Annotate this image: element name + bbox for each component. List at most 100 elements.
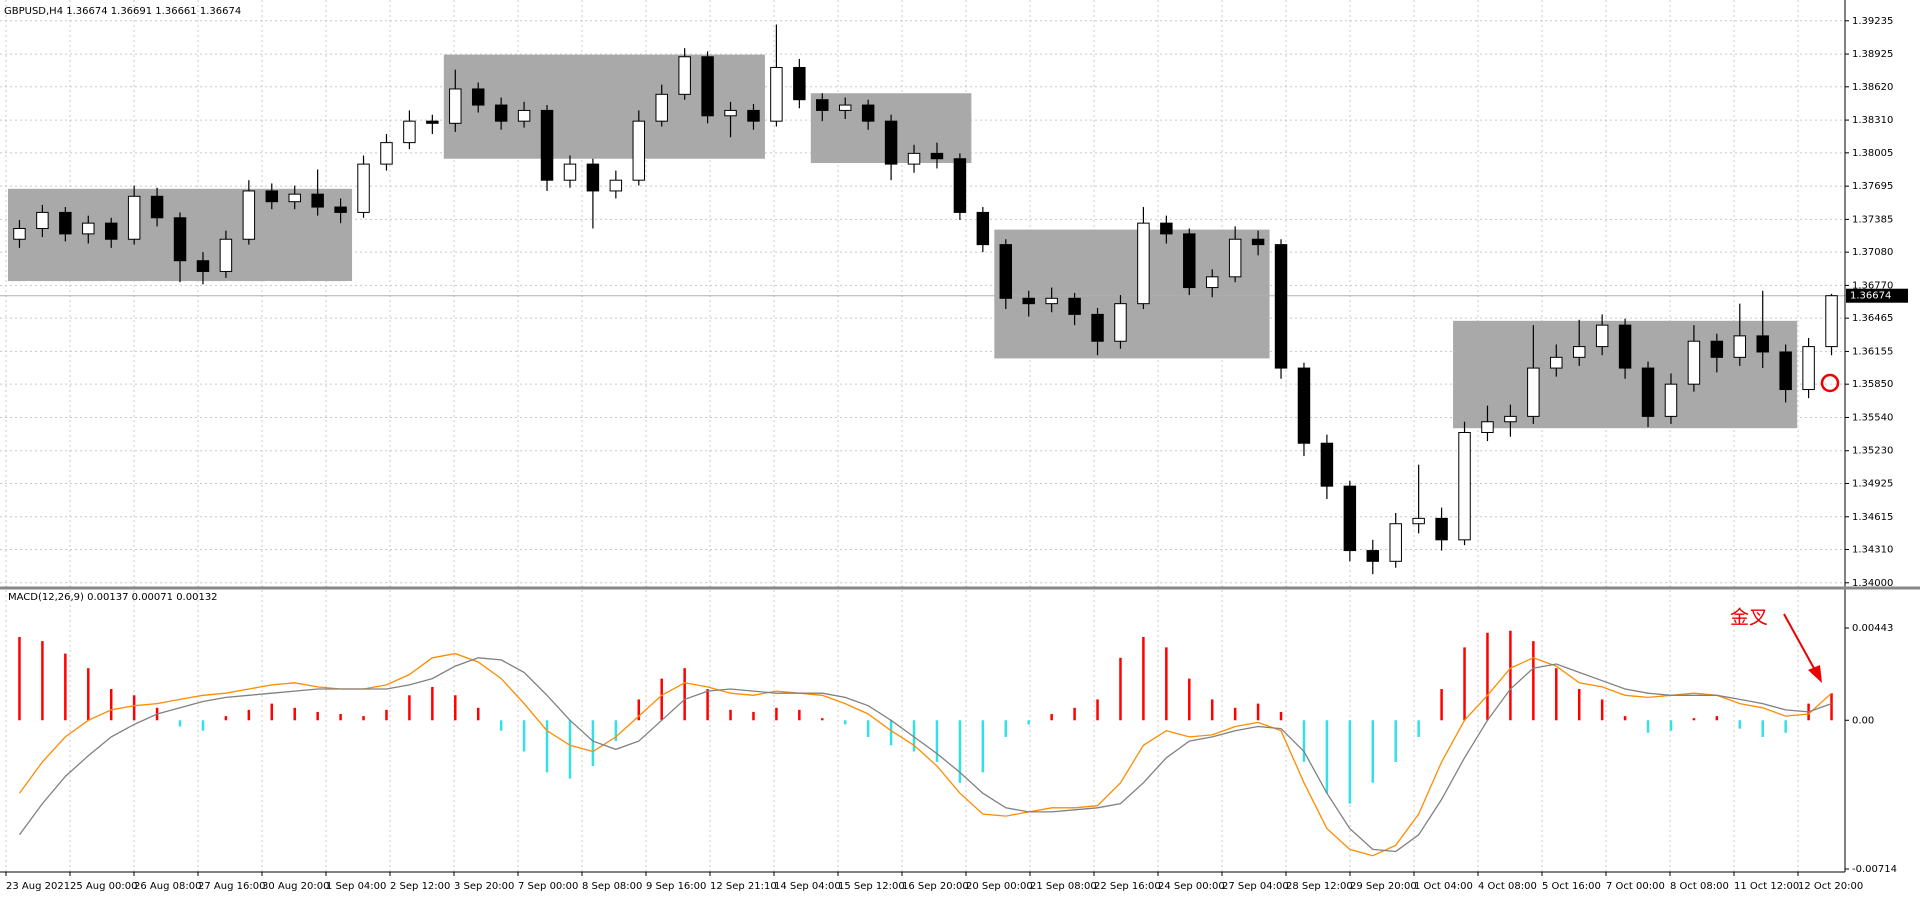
x-tick-label: 15 Sep 12:00 [838,881,905,892]
candle-body [449,88,462,124]
candle-body [770,66,783,122]
candle-body [1045,297,1058,305]
candle-body [1733,335,1747,358]
x-tick-label: 12 Oct 20:00 [1798,881,1863,892]
x-tick-label: 14 Sep 04:00 [774,881,841,892]
candle-body [609,179,623,192]
candle-body [59,211,72,235]
candle-body [1756,335,1769,353]
candle-body [907,152,921,165]
candle-body [334,206,347,213]
x-tick-label: 7 Sep 00:00 [518,881,578,892]
candle-body [1114,303,1127,342]
candle-body [403,120,416,144]
y-tick-label: 1.34925 [1852,478,1893,489]
y-tick-label: -0.00714 [1852,864,1897,875]
candle-body [632,120,646,181]
candle-body [1435,517,1448,541]
y-tick-label: 1.36155 [1852,346,1893,357]
range-box [443,54,765,159]
macd-line [18,652,1832,857]
candle-body [701,56,714,117]
candle-body [1412,517,1425,525]
x-tick-label: 28 Sep 12:00 [1286,881,1353,892]
candle-body [36,211,49,230]
x-tick-label: 26 Aug 08:00 [134,881,201,892]
x-tick-label: 22 Sep 16:00 [1094,881,1161,892]
x-tick-label: 27 Aug 16:00 [198,881,265,892]
y-tick-label: 1.35540 [1852,412,1893,423]
candle-body [816,99,829,111]
candle-body [1366,550,1380,562]
y-tick-label: 1.36465 [1852,313,1893,324]
candle-body [1137,222,1150,305]
candle-body [1641,367,1655,417]
candle-body [196,260,210,272]
candle-body [793,66,806,101]
current-price-label: 1.36674 [1850,291,1891,302]
candle-body [884,120,898,165]
y-tick-label: 0.00 [1852,715,1874,726]
candle-body [930,152,944,160]
y-tick-label: 1.39235 [1852,16,1893,27]
candle-body [1343,485,1357,552]
candle-body [678,56,691,95]
candle-body [1825,295,1838,348]
y-tick-label: 0.00443 [1852,623,1893,634]
candle-body [999,244,1013,299]
x-tick-label: 29 Sep 20:00 [1350,881,1417,892]
x-tick-label: 5 Oct 16:00 [1542,881,1601,892]
candle-body [494,104,508,122]
candle-body [655,93,668,122]
y-tick-label: 1.37695 [1852,181,1893,192]
candle-body [1091,313,1104,342]
y-tick-label: 1.34615 [1852,512,1893,523]
candle-body [380,142,393,165]
y-tick-label: 1.36770 [1852,280,1893,291]
candle-body [1664,383,1678,417]
candle-body [104,222,118,240]
price-label-bg [1846,288,1908,303]
candle-body [1458,431,1471,541]
candle-body [1389,523,1402,562]
candle-body [953,158,967,213]
x-tick-label: 25 Aug 00:00 [70,881,137,892]
candle-body [1068,297,1081,315]
arrow-head [1808,665,1822,683]
candle-body [1572,346,1586,358]
candle-body [1022,297,1035,305]
candle-body [82,222,95,235]
candle-body [1297,367,1311,444]
macd-line [18,657,1832,853]
x-tick-label: 11 Oct 12:00 [1734,881,1799,892]
candle-body [173,217,187,262]
x-tick-label: 4 Oct 08:00 [1478,881,1537,892]
x-tick-label: 9 Sep 16:00 [646,881,706,892]
candle-body [540,109,554,181]
candle-body [311,193,324,208]
y-tick-label: 1.38925 [1852,49,1893,60]
symbol-header: GBPUSD,H4 1.36674 1.36691 1.36661 1.3667… [4,6,241,17]
x-tick-label: 1 Oct 04:00 [1414,881,1473,892]
candle-body [1160,222,1173,235]
x-tick-label: 2 Sep 12:00 [390,881,450,892]
y-tick-label: 1.35230 [1852,446,1893,457]
y-tick-label: 1.37385 [1852,214,1893,225]
candle-body [1527,367,1540,417]
candle-body [1274,244,1288,369]
candle-body [747,109,760,122]
x-tick-label: 7 Oct 00:00 [1606,881,1665,892]
range-box [994,229,1270,359]
candle-body [838,104,852,111]
candle-body [1183,233,1196,289]
candle-body [563,163,577,181]
candle-body [150,195,164,219]
x-tick-label: 27 Sep 04:00 [1222,881,1289,892]
candle-body [219,238,233,272]
candle-body [1228,238,1242,278]
candle-body [517,109,531,122]
x-tick-label: 8 Oct 08:00 [1670,881,1729,892]
candle-body [1779,351,1792,391]
x-tick-label: 3 Sep 20:00 [454,881,514,892]
